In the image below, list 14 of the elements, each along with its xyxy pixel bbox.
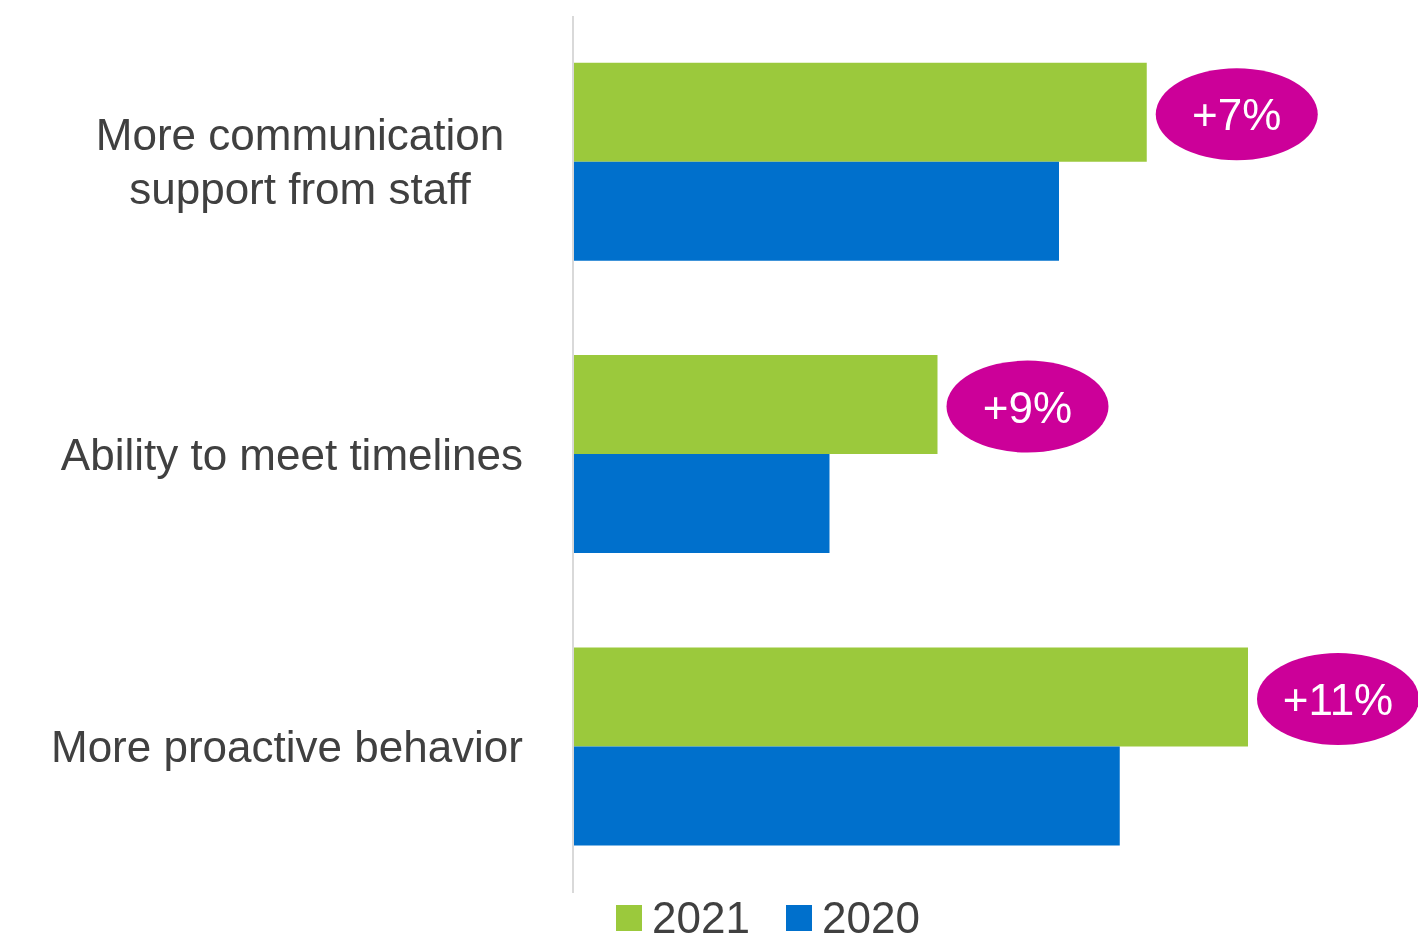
bar (573, 161, 1059, 261)
bar (573, 62, 1147, 162)
y-tick-label: More communication support from staff (95, 110, 505, 214)
y-tick-label: More proactive behavior (50, 721, 523, 771)
bar (573, 454, 830, 554)
y-tick-label: Ability to meet timelines (60, 429, 523, 479)
annotation: +7% (1192, 90, 1282, 140)
text: +11% (1282, 674, 1394, 724)
bar (573, 746, 1120, 846)
legend-label: 2021 (652, 893, 750, 943)
annotation: +9% (982, 382, 1073, 432)
bar (573, 647, 1248, 747)
legend-label: 2020 (822, 893, 920, 943)
bar (573, 355, 938, 455)
